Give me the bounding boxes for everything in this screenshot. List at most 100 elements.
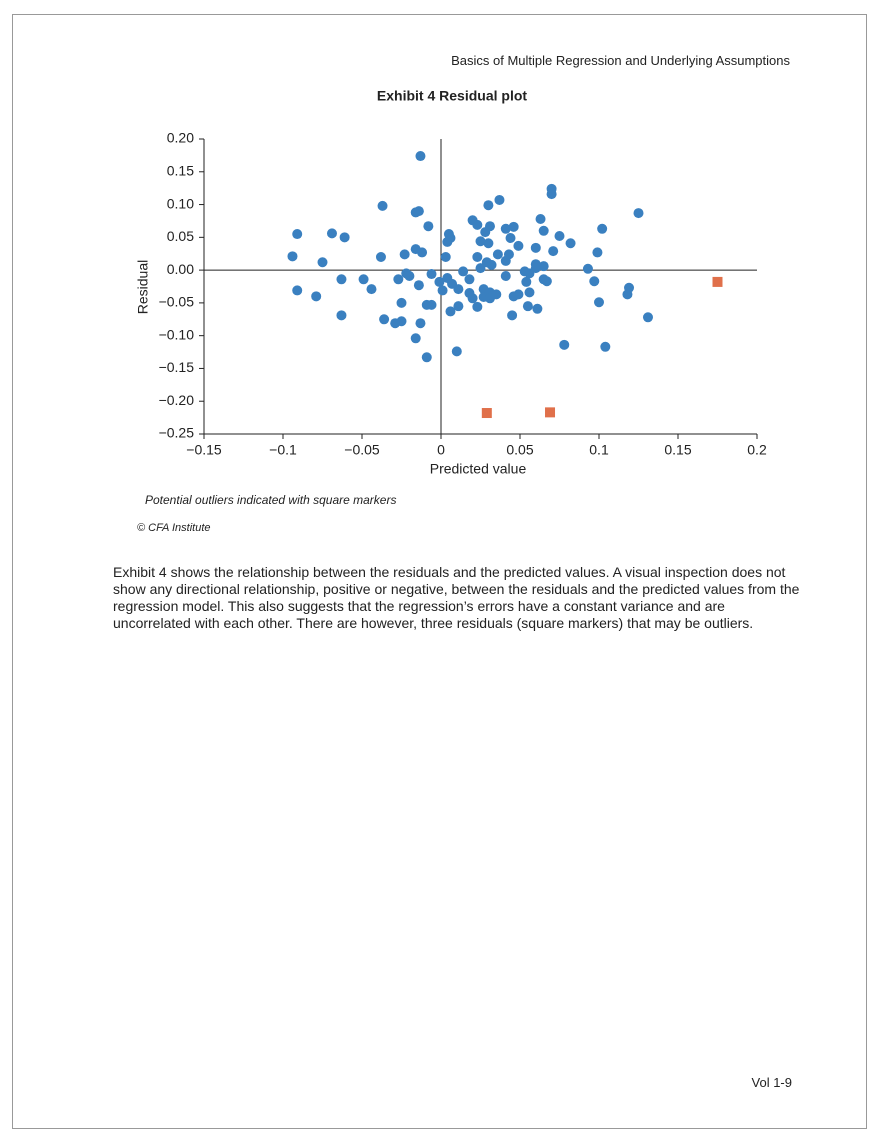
- point: [633, 208, 644, 219]
- point: [458, 266, 469, 277]
- point: [317, 257, 328, 268]
- point: [377, 200, 388, 211]
- x-tick-label: −0.15: [186, 442, 222, 458]
- point: [311, 291, 322, 302]
- point: [538, 261, 549, 272]
- y-tick-label: −0.05: [159, 294, 195, 310]
- point: [413, 206, 424, 217]
- y-tick-label: 0.00: [167, 261, 194, 277]
- y-tick-label: 0.20: [167, 130, 194, 146]
- point: [472, 301, 483, 312]
- point: [475, 263, 486, 274]
- point: [426, 299, 437, 310]
- x-tick-label: 0.1: [589, 442, 609, 458]
- y-tick-label: −0.25: [159, 425, 195, 441]
- point: [508, 221, 519, 232]
- point: [594, 297, 604, 308]
- point: [592, 247, 603, 258]
- point: [292, 285, 303, 296]
- point: [287, 251, 298, 262]
- point: [582, 263, 593, 274]
- x-tick-label: 0.05: [506, 442, 533, 458]
- y-tick-label: −0.10: [159, 326, 195, 342]
- page-frame: [12, 14, 867, 1129]
- page-number: Vol 1-9: [751, 1075, 792, 1090]
- point: [393, 274, 404, 285]
- point: [434, 276, 445, 287]
- point: [453, 301, 464, 312]
- point: [445, 232, 456, 243]
- point: [507, 310, 518, 321]
- x-tick-label: −0.05: [344, 442, 380, 458]
- point: [415, 318, 426, 329]
- point: [336, 274, 347, 285]
- point: [396, 316, 407, 327]
- point: [546, 189, 557, 200]
- point: [475, 236, 486, 247]
- point: [491, 289, 502, 300]
- point: [421, 352, 432, 363]
- point: [530, 242, 541, 253]
- chart-note: Potential outliers indicated with square…: [145, 493, 397, 507]
- point: [440, 252, 451, 262]
- point: [423, 221, 434, 232]
- point: [366, 284, 377, 295]
- y-tick-label: −0.15: [159, 359, 195, 375]
- y-tick-label: 0.05: [167, 228, 194, 244]
- point: [426, 269, 437, 280]
- point: [505, 232, 516, 243]
- point: [597, 223, 608, 234]
- point: [410, 333, 421, 344]
- point: [336, 310, 347, 321]
- point: [522, 301, 533, 312]
- running-header: Basics of Multiple Regression and Underl…: [451, 53, 790, 68]
- chart-title: Exhibit 4 Residual plot: [377, 88, 527, 104]
- point: [483, 200, 494, 211]
- y-tick-label: 0.15: [167, 162, 194, 178]
- point: [541, 276, 552, 287]
- outlier-point: [545, 407, 556, 418]
- point: [292, 229, 303, 240]
- point: [600, 341, 611, 352]
- point: [413, 280, 424, 291]
- point: [375, 252, 386, 262]
- point: [538, 225, 549, 236]
- body-paragraph: Exhibit 4 shows the relationship between…: [113, 564, 800, 631]
- point: [399, 249, 410, 260]
- point: [494, 194, 505, 205]
- point: [379, 314, 390, 325]
- point: [492, 249, 503, 260]
- point: [532, 303, 543, 314]
- point: [472, 219, 483, 230]
- point: [467, 293, 478, 304]
- point: [559, 339, 570, 350]
- point: [524, 287, 535, 298]
- point: [453, 284, 464, 295]
- y-axis-label: Residual: [135, 260, 151, 314]
- point: [451, 346, 462, 357]
- x-tick-label: 0.15: [664, 442, 691, 458]
- point: [554, 231, 565, 242]
- x-tick-label: −0.1: [269, 442, 297, 458]
- y-tick-label: −0.20: [159, 392, 195, 408]
- point: [437, 285, 448, 296]
- point: [396, 297, 407, 308]
- point: [483, 238, 494, 249]
- x-tick-label: 0.2: [747, 442, 767, 458]
- point: [624, 282, 635, 293]
- point: [464, 274, 475, 285]
- point: [358, 274, 369, 285]
- point: [326, 228, 337, 239]
- point: [417, 247, 428, 258]
- point: [548, 246, 559, 257]
- point: [513, 240, 524, 251]
- outlier-point: [481, 408, 492, 419]
- point: [415, 151, 426, 162]
- point: [503, 249, 514, 260]
- point: [642, 312, 653, 323]
- point: [521, 276, 532, 287]
- point: [589, 276, 600, 287]
- point: [500, 271, 511, 282]
